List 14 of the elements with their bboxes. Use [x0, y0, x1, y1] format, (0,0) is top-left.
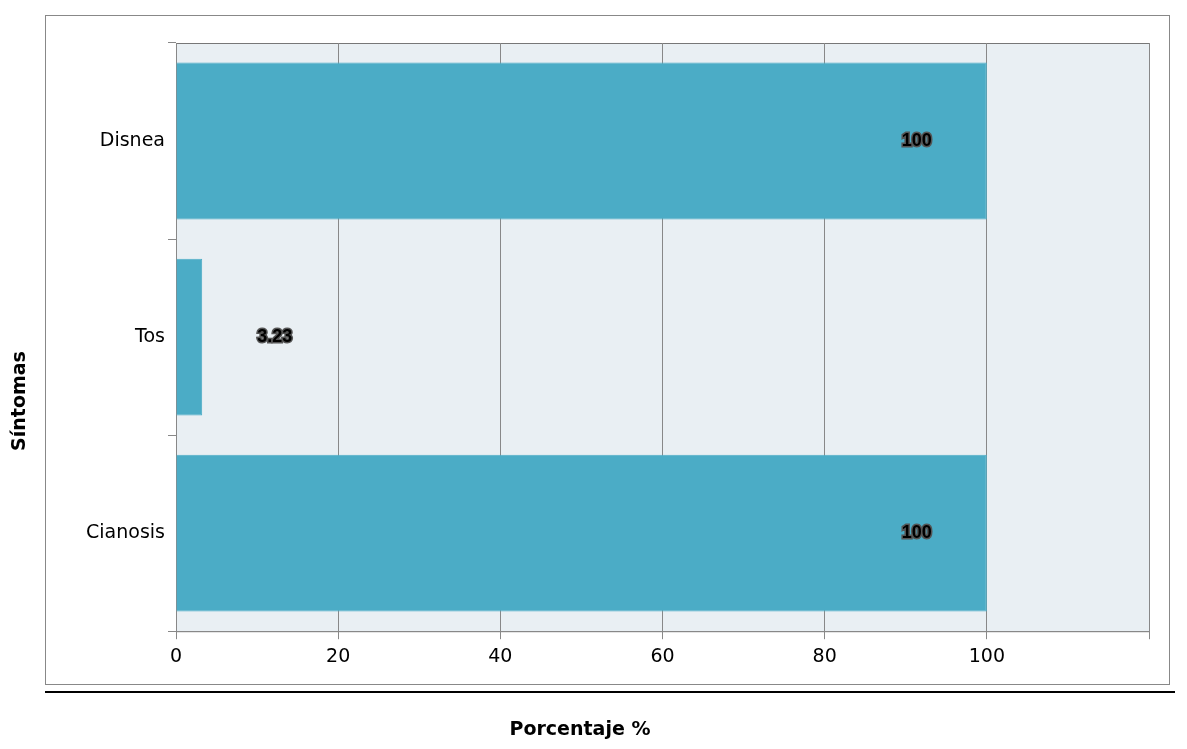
y-axis-title: Síntomas [7, 350, 29, 453]
y-tick-label: Disnea [99, 127, 165, 150]
x-tick-label: 0 [169, 643, 183, 666]
x-tick-label: 20 [326, 643, 351, 666]
x-axis-title: Porcentaje % [508, 717, 652, 739]
x-tick-label: 100 [968, 643, 1005, 666]
x-tick-label: 40 [488, 643, 513, 666]
data-label: 100 [901, 522, 932, 543]
data-label: 100 [901, 130, 932, 150]
x-tick-label: 80 [812, 643, 837, 666]
x-tick-label: 60 [650, 643, 675, 666]
y-tick-label: Tos [134, 324, 165, 347]
data-label: 3.23 [257, 326, 293, 347]
y-tick-label: Cianosis [86, 520, 165, 543]
